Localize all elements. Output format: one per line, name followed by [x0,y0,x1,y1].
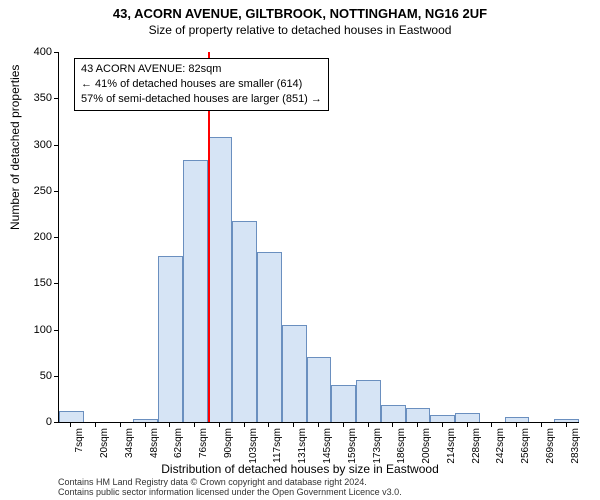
x-tick [268,422,269,427]
x-tick [467,422,468,427]
x-tick [541,422,542,427]
y-tick [54,52,59,53]
footer-line2: Contains public sector information licen… [58,488,402,498]
y-tick-label: 100 [12,324,52,336]
x-tick [417,422,418,427]
x-tick [120,422,121,427]
legend-box: 43 ACORN AVENUE: 82sqm ← 41% of detached… [74,58,329,111]
y-tick-label: 350 [12,92,52,104]
histogram-bar [183,160,208,422]
y-tick [54,237,59,238]
histogram-bar [133,419,158,422]
histogram-bar [406,408,431,422]
y-tick-label: 200 [12,231,52,243]
x-tick-label: 256sqm [520,428,531,464]
histogram-bar [554,419,579,422]
x-tick-label: 173sqm [372,428,383,464]
histogram-bar [356,380,381,422]
x-tick [442,422,443,427]
x-tick-label: 131sqm [297,428,308,464]
x-tick [169,422,170,427]
y-tick-label: 300 [12,139,52,151]
y-tick-label: 0 [12,416,52,428]
y-tick-label: 400 [12,46,52,58]
title-line1: 43, ACORN AVENUE, GILTBROOK, NOTTINGHAM,… [0,0,600,21]
x-tick-label: 214sqm [446,428,457,464]
y-tick-label: 150 [12,277,52,289]
histogram-bar [307,357,332,422]
histogram-bar [430,415,455,422]
chart-area: 43 ACORN AVENUE: 82sqm ← 41% of detached… [58,52,578,422]
y-tick [54,98,59,99]
x-tick [343,422,344,427]
x-tick-label: 186sqm [396,428,407,464]
y-tick-label: 50 [12,370,52,382]
x-tick-label: 200sqm [421,428,432,464]
x-tick-label: 269sqm [545,428,556,464]
x-tick [145,422,146,427]
x-tick-label: 76sqm [198,428,209,458]
footer: Contains HM Land Registry data © Crown c… [58,478,402,498]
x-tick-label: 228sqm [471,428,482,464]
legend-line3: 57% of semi-detached houses are larger (… [81,92,322,107]
x-tick-label: 7sqm [74,428,85,452]
x-tick [392,422,393,427]
y-tick-label: 250 [12,185,52,197]
x-tick [95,422,96,427]
histogram-bar [59,411,84,422]
x-tick [293,422,294,427]
legend-line1: 43 ACORN AVENUE: 82sqm [81,62,322,77]
x-tick-label: 283sqm [570,428,581,464]
histogram-bar [257,252,282,422]
title-line2: Size of property relative to detached ho… [0,21,600,37]
y-tick [54,422,59,423]
x-tick [566,422,567,427]
x-tick-label: 145sqm [322,428,333,464]
x-tick [491,422,492,427]
histogram-bar [158,256,183,423]
x-tick-label: 103sqm [248,428,259,464]
x-tick-label: 117sqm [272,428,283,463]
x-tick [70,422,71,427]
x-axis-label: Distribution of detached houses by size … [0,462,600,476]
histogram-bar [232,221,257,422]
histogram-bar [381,405,406,422]
y-tick [54,283,59,284]
x-tick [516,422,517,427]
x-tick-label: 159sqm [347,428,358,464]
x-tick [318,422,319,427]
x-tick [194,422,195,427]
y-tick [54,191,59,192]
x-tick-label: 34sqm [124,428,135,458]
x-tick-label: 48sqm [149,428,160,458]
legend-line2: ← 41% of detached houses are smaller (61… [81,77,322,92]
y-tick [54,145,59,146]
x-tick-label: 62sqm [173,428,184,458]
histogram-bar [331,385,356,422]
x-tick [219,422,220,427]
histogram-bar [455,413,480,422]
x-tick [244,422,245,427]
histogram-bar [208,137,233,422]
x-tick-label: 242sqm [495,428,506,464]
x-tick [368,422,369,427]
x-tick-label: 20sqm [99,428,110,458]
histogram-bar [282,325,307,422]
y-tick [54,330,59,331]
y-tick [54,376,59,377]
x-tick-label: 90sqm [223,428,234,458]
